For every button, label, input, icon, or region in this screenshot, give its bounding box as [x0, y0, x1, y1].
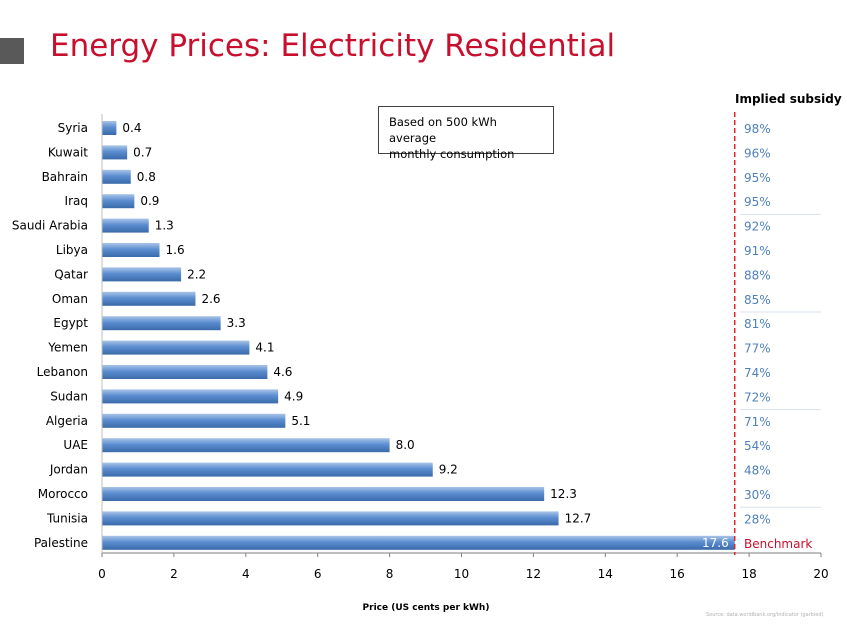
data-label: 3.3: [227, 316, 246, 330]
subsidy-value: 95%: [744, 195, 771, 209]
subsidy-value: 98%: [744, 122, 771, 136]
category-label: Algeria: [46, 414, 88, 428]
bar-iraq: [102, 194, 135, 209]
data-label: 8.0: [396, 438, 415, 452]
bar-libya: [102, 243, 160, 257]
title-marker: [0, 38, 24, 64]
category-label: Lebanon: [37, 365, 88, 379]
category-labels: Syria Kuwait Bahrain Iraq Saudi Arabia Libya Q…: [12, 121, 88, 550]
bar-palestine: [102, 535, 735, 550]
data-label: 0.4: [122, 121, 141, 135]
category-label: Bahrain: [42, 170, 88, 184]
subsidy-value: 72%: [744, 390, 771, 404]
note-line-1: Based on 500 kWh average: [389, 115, 497, 145]
data-label: 2.2: [187, 267, 206, 281]
x-tick-label: 18: [741, 567, 756, 581]
data-label: 1.6: [166, 243, 185, 257]
subsidy-separators: [740, 213, 821, 508]
data-label: 2.6: [201, 292, 220, 306]
category-label: Iraq: [65, 194, 88, 208]
consumption-note: Based on 500 kWh average monthly consump…: [378, 106, 554, 161]
category-label: Syria: [58, 121, 88, 135]
subsidy-value: 71%: [744, 415, 771, 429]
subsidy-value: 54%: [744, 439, 771, 453]
x-tick-label: 12: [526, 567, 541, 581]
category-label: Saudi Arabia: [12, 219, 88, 233]
category-label: Palestine: [34, 536, 88, 550]
x-tick-label: 16: [670, 567, 685, 581]
data-label: 4.6: [273, 365, 292, 379]
subsidy-value: 85%: [744, 293, 771, 307]
bar-lebanon: [102, 365, 268, 379]
value-labels: 0.4 0.7 0.8 0.9 1.3 1.62.2 2.6 3.3 4.1 4.6 4.9 5.1 8…: [122, 121, 728, 550]
x-tick-label: 4: [242, 567, 250, 581]
subsidy-value: 96%: [744, 146, 771, 160]
data-label: 12.7: [565, 511, 592, 525]
bar-tunisia: [102, 511, 559, 526]
bar-egypt: [102, 316, 221, 331]
subsidy-value: 91%: [744, 244, 771, 258]
x-tick-label: 0: [98, 567, 106, 581]
bar-saudi-arabia: [102, 218, 149, 233]
bar-uae: [102, 438, 390, 453]
x-axis-title: Price (US cents per kWh): [363, 603, 490, 613]
x-axis: 0 2 4 6 8 10 12 14 16 18 20: [98, 112, 829, 581]
data-label: 4.9: [284, 389, 303, 403]
subsidy-value: 48%: [744, 464, 771, 478]
data-label: 5.1: [291, 414, 310, 428]
data-label: 9.2: [439, 463, 458, 477]
category-label: Oman: [52, 292, 88, 306]
note-line-2: monthly consumption: [389, 147, 515, 161]
bar-sudan: [102, 389, 279, 404]
data-label: 17.6: [702, 536, 729, 550]
data-label: 4.1: [255, 341, 274, 355]
x-tick-label: 6: [314, 567, 322, 581]
category-label: Sudan: [50, 389, 88, 403]
category-label: Jordan: [49, 463, 88, 477]
subsidy-value: 30%: [744, 488, 771, 502]
bar-syria: [102, 121, 117, 135]
category-label: Libya: [56, 243, 88, 257]
subsidy-value: 74%: [744, 366, 771, 380]
subsidy-value: 81%: [744, 317, 771, 331]
bar-qatar: [102, 267, 182, 282]
data-label: 1.3: [155, 219, 174, 233]
slide-title: Energy Prices: Electricity Residential: [50, 28, 616, 64]
subsidy-column: 98% 96% 95% 95% 92% 91% 88% 85% 81% 77% 74% 72% 71% 5…: [744, 122, 812, 551]
x-tick-label: 8: [386, 567, 394, 581]
benchmark-label: Benchmark: [744, 537, 812, 551]
subsidy-value: 88%: [744, 268, 771, 282]
subsidy-value: 92%: [744, 220, 771, 234]
subsidy-value: 95%: [744, 171, 771, 185]
data-label: 0.8: [137, 170, 156, 184]
bars-group: [102, 121, 735, 550]
x-tick-label: 20: [813, 567, 828, 581]
x-tick-label: 14: [598, 567, 613, 581]
category-label: Qatar: [54, 267, 88, 281]
bar-algeria: [102, 413, 286, 428]
bar-jordan: [102, 462, 433, 477]
bar-bahrain: [102, 169, 131, 184]
category-label: Morocco: [38, 487, 88, 501]
x-tick-label: 2: [170, 567, 178, 581]
bar-morocco: [102, 487, 545, 501]
category-label: Tunisia: [46, 511, 88, 525]
category-label: Kuwait: [48, 145, 88, 159]
subsidy-header: Implied subsidy: [735, 92, 842, 106]
bar-yemen: [102, 340, 250, 355]
bar-kuwait: [102, 145, 128, 160]
data-label: 0.9: [140, 194, 159, 208]
subsidy-value: 28%: [744, 512, 771, 526]
x-tick-label: 10: [454, 567, 469, 581]
category-label: Egypt: [53, 316, 88, 330]
bar-oman: [102, 291, 196, 306]
category-label: Yemen: [47, 341, 88, 355]
subsidy-value: 77%: [744, 342, 771, 356]
category-label: UAE: [63, 438, 88, 452]
source-note: Source: data.worldbank.org/indicator (ga…: [706, 612, 824, 618]
data-label: 12.3: [550, 487, 577, 501]
data-label: 0.7: [133, 145, 152, 159]
